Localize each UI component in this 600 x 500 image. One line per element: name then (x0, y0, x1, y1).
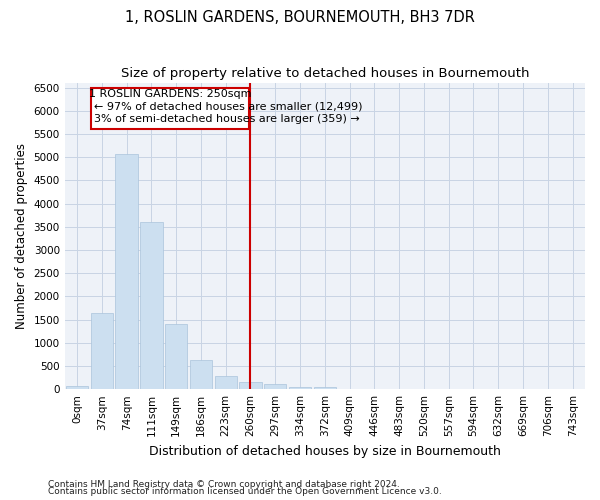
Title: Size of property relative to detached houses in Bournemouth: Size of property relative to detached ho… (121, 68, 529, 80)
Text: ← 97% of detached houses are smaller (12,499): ← 97% of detached houses are smaller (12… (94, 102, 362, 112)
Bar (314, 387, 336, 389)
Bar (215, 376, 237, 389)
Bar (264, 384, 286, 389)
Text: 3% of semi-detached houses are larger (359) →: 3% of semi-detached houses are larger (3… (94, 114, 359, 124)
X-axis label: Distribution of detached houses by size in Bournemouth: Distribution of detached houses by size … (149, 444, 501, 458)
Text: Contains HM Land Registry data © Crown copyright and database right 2024.: Contains HM Land Registry data © Crown c… (48, 480, 400, 489)
Bar (140, 222, 163, 389)
Bar (115, 154, 138, 389)
FancyBboxPatch shape (91, 88, 249, 128)
Y-axis label: Number of detached properties: Number of detached properties (15, 143, 28, 329)
Text: Contains public sector information licensed under the Open Government Licence v3: Contains public sector information licen… (48, 487, 442, 496)
Bar (91, 312, 113, 389)
Bar (239, 382, 262, 389)
Bar (289, 386, 311, 389)
Bar (66, 386, 88, 389)
Text: 1, ROSLIN GARDENS, BOURNEMOUTH, BH3 7DR: 1, ROSLIN GARDENS, BOURNEMOUTH, BH3 7DR (125, 10, 475, 25)
Bar (190, 360, 212, 389)
Bar (165, 324, 187, 389)
Text: 1 ROSLIN GARDENS: 250sqm: 1 ROSLIN GARDENS: 250sqm (89, 90, 251, 100)
